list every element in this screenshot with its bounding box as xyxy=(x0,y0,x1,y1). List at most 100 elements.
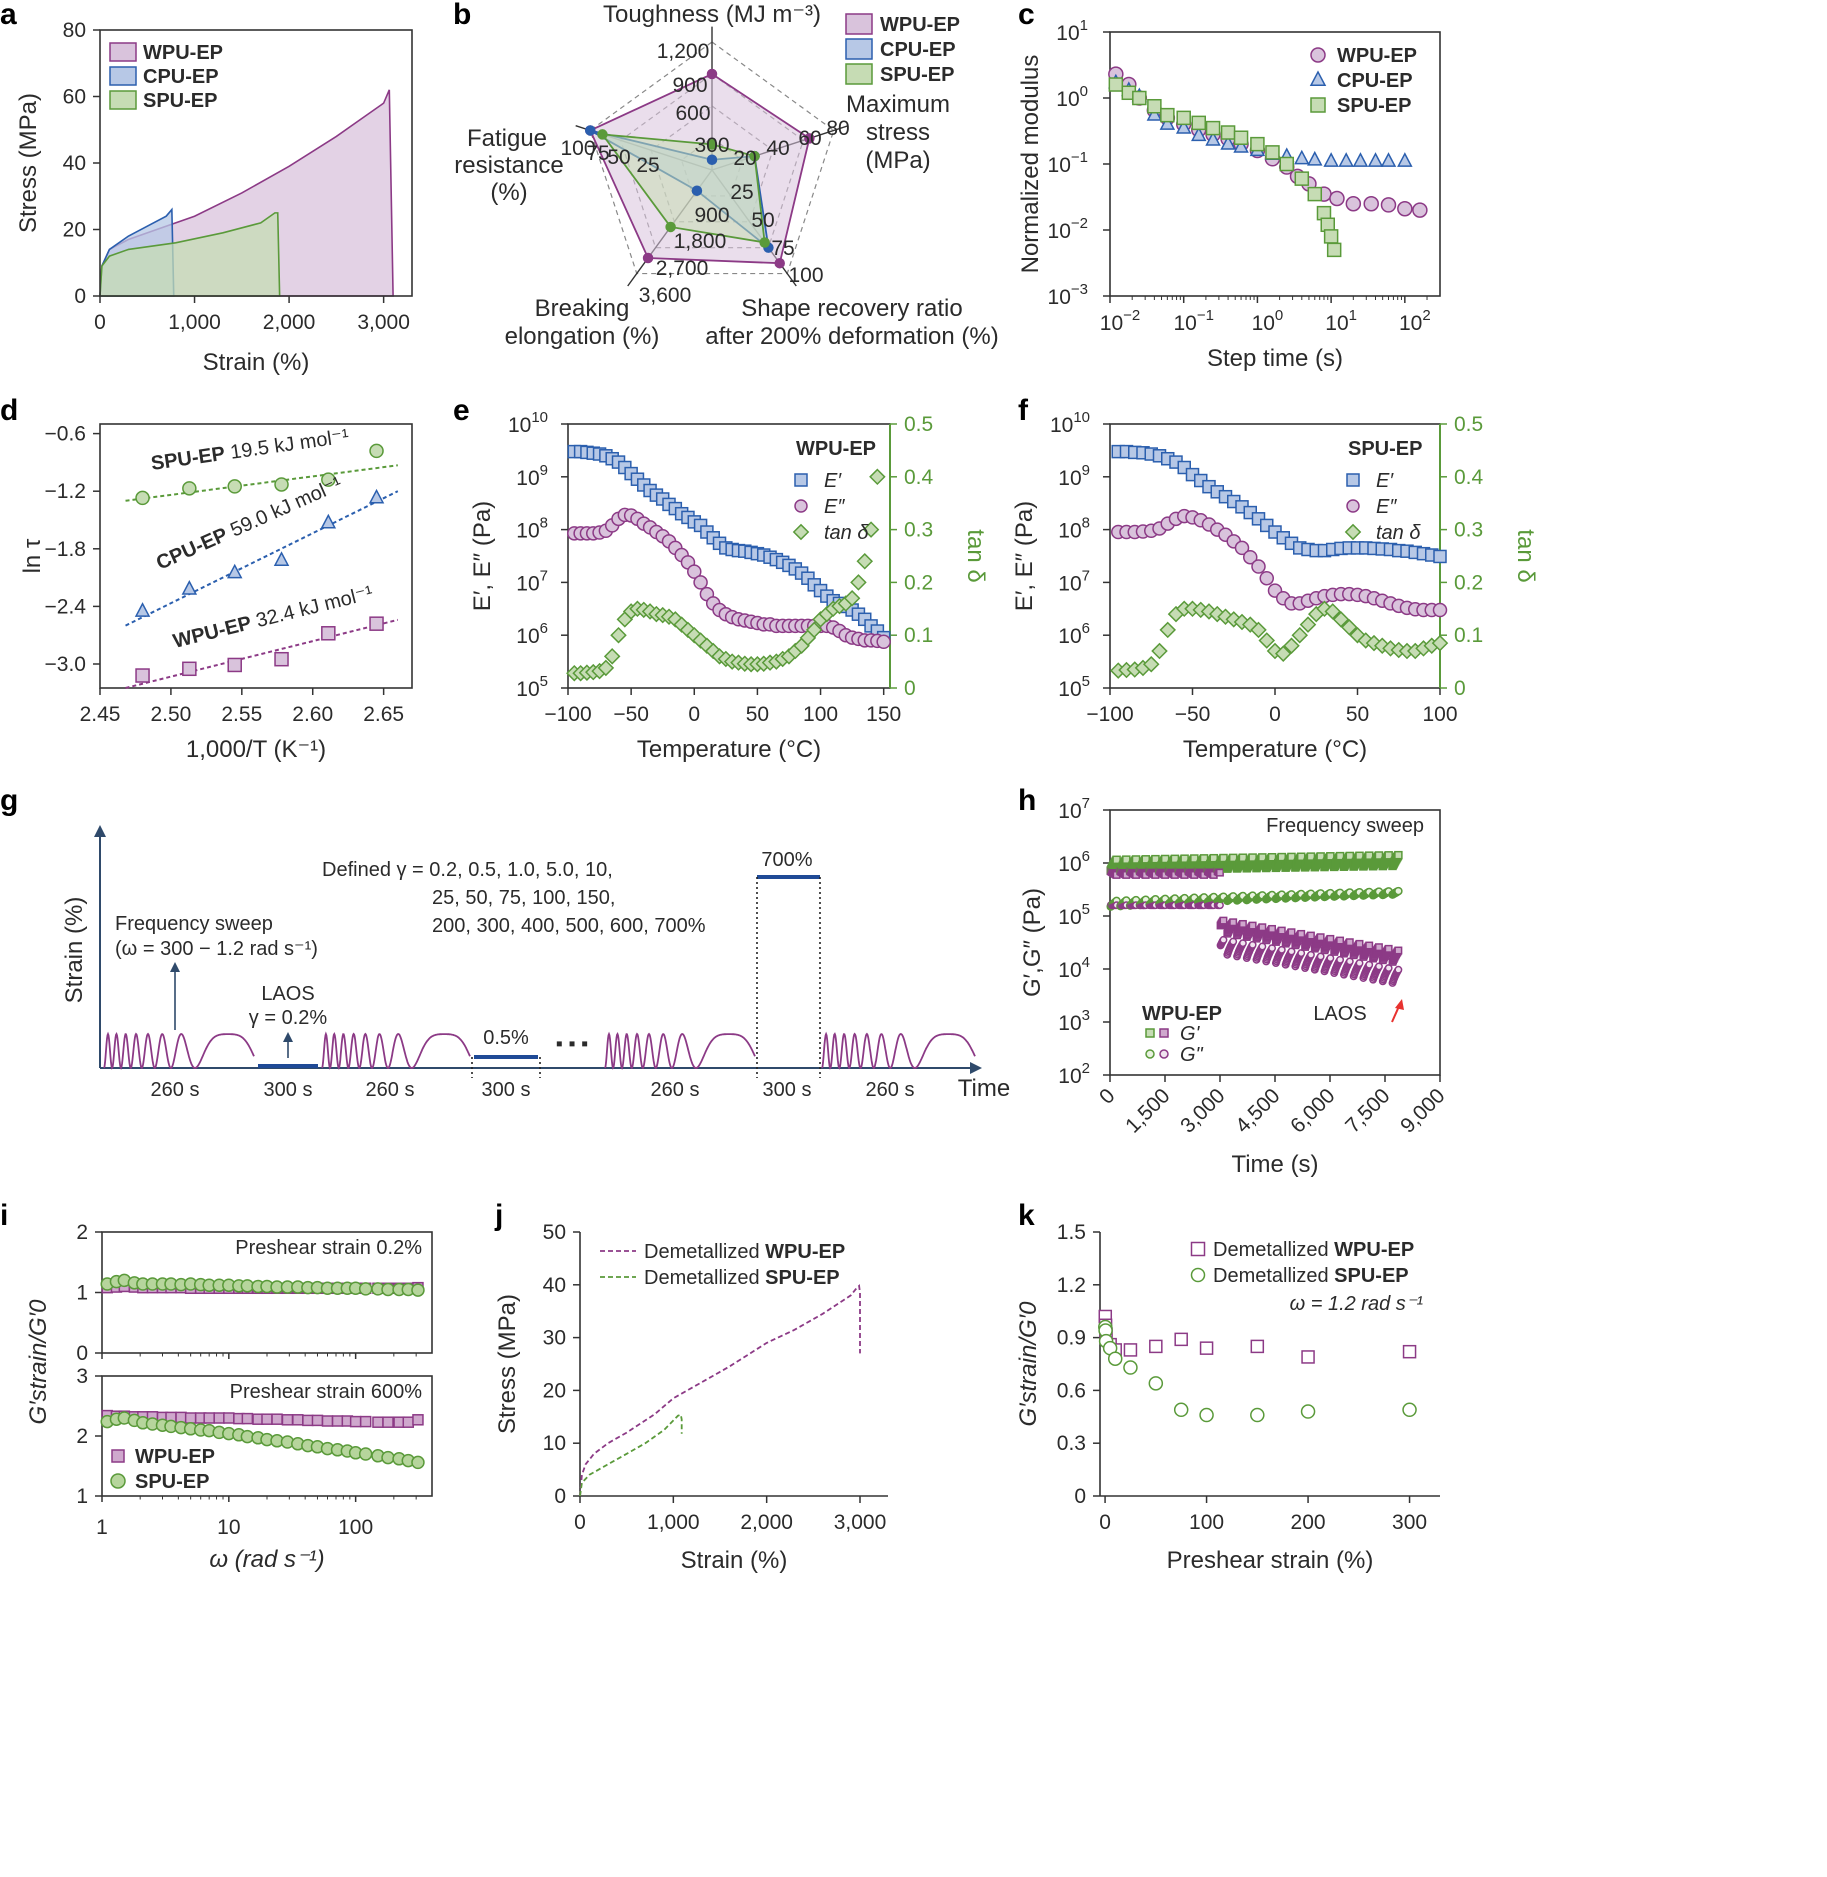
data-point xyxy=(1208,605,1226,623)
legend-marker xyxy=(1190,1267,1206,1283)
data-point-wpu xyxy=(1287,928,1296,937)
data-point xyxy=(869,468,886,486)
x-tick-label: 0 xyxy=(1099,1511,1111,1534)
legend-swatch xyxy=(845,38,873,60)
segment-duration: 300 s xyxy=(264,1079,313,1101)
data-point-g-double-prime xyxy=(1394,886,1403,896)
laos-arrowhead xyxy=(1395,999,1404,1010)
data-point-cpu-ep xyxy=(1338,152,1354,167)
y-tick-label: 0.3 xyxy=(1057,1432,1086,1455)
data-point xyxy=(856,553,874,570)
radar-axis-title: Toughness (MJ m⁻³) xyxy=(603,1,821,28)
segment-duration: 260 s xyxy=(366,1079,415,1101)
data-point xyxy=(687,564,702,579)
y2-tick-label: 0.4 xyxy=(1454,466,1484,489)
radar-point xyxy=(585,125,596,136)
segment-duration: 260 s xyxy=(651,1079,700,1101)
data-point-spu-ep xyxy=(227,479,242,494)
data-point-wpu xyxy=(1268,924,1277,933)
data-point-wpu-ep xyxy=(1412,202,1428,218)
y-tick-label: 10−2 xyxy=(1048,215,1088,243)
data-point xyxy=(1123,1343,1138,1357)
data-point-cpu-ep xyxy=(1146,106,1163,121)
x-tick-label: 0 xyxy=(574,1511,586,1534)
series-label: CPU-EP 59.0 kJ mol⁻¹ xyxy=(153,473,346,575)
y2-tick-label: 0.2 xyxy=(1454,571,1483,594)
data-point xyxy=(1259,570,1274,586)
y-tick-label: 10−1 xyxy=(1048,149,1088,177)
y-tick-label: 109 xyxy=(1058,462,1090,490)
data-point-spu-ep xyxy=(1160,107,1175,123)
data-point-cpu-ep xyxy=(1367,152,1384,167)
x-tick-label: 100 xyxy=(1252,307,1284,335)
legend-label: SPU-EP xyxy=(143,90,217,112)
data-point xyxy=(1291,626,1309,644)
y-tick-label: 0 xyxy=(1074,1485,1086,1508)
y2-tick-label: 0.3 xyxy=(904,519,933,542)
y-axis-label: Stress (MPa) xyxy=(494,1294,521,1434)
y2-tick-label: 0.3 xyxy=(1454,519,1483,542)
x-tick-label: 100 xyxy=(803,703,838,726)
radar-tick-label: 75 xyxy=(771,237,794,260)
legend-marker xyxy=(1159,1049,1169,1059)
x-tick-label: 6,000 xyxy=(1286,1084,1339,1137)
data-point-wpu xyxy=(321,1415,334,1427)
y2-tick-label: 0.2 xyxy=(904,571,933,594)
defined-gamma-text: 200, 300, 400, 500, 600, 700% xyxy=(432,915,706,937)
legend-label: SPU-EP xyxy=(1337,95,1411,117)
data-point xyxy=(1243,549,1258,565)
data-point-cpu-ep xyxy=(1397,152,1413,167)
data-point-wpu xyxy=(1216,868,1224,877)
x-tick-label: 1,500 xyxy=(1121,1084,1174,1137)
radar-point xyxy=(706,68,718,80)
data-point xyxy=(1151,642,1168,660)
data-point-spu-ep xyxy=(1191,115,1207,131)
data-point-wpu xyxy=(402,1416,415,1428)
time-axis-arrow xyxy=(970,1062,982,1074)
data-point-wpu xyxy=(1277,926,1286,935)
y-tick-label: 50 xyxy=(543,1221,566,1244)
panel-label-b: b xyxy=(453,0,471,31)
legend-label: WPU-EP xyxy=(135,1446,215,1468)
y2-tick-label: 0.4 xyxy=(904,466,934,489)
radar-axis-title: Fatigue xyxy=(467,125,547,152)
data-point-wpu-ep xyxy=(274,651,289,667)
data-point-cpu-ep xyxy=(1323,152,1339,167)
series-label: WPU-EP 32.4 kJ mol⁻¹ xyxy=(171,582,376,653)
radar-tick-label: 100 xyxy=(560,137,595,160)
radar-tick-label: 25 xyxy=(636,154,659,177)
data-point xyxy=(1250,621,1267,639)
x-axis-label: Temperature (°C) xyxy=(637,736,821,763)
subplot-title: Preshear strain 600% xyxy=(230,1381,423,1403)
segment-duration: 260 s xyxy=(866,1079,915,1101)
legend-marker xyxy=(111,1449,125,1463)
panel-label-c: c xyxy=(1018,0,1035,31)
annotation-laos: LAOS xyxy=(1313,1003,1366,1025)
data-point-cpu-ep xyxy=(1233,138,1249,153)
x-axis-label: Time xyxy=(958,1075,1010,1102)
data-point xyxy=(603,648,621,665)
legend-label: Demetallized WPU-EP xyxy=(1213,1239,1414,1261)
y2-tick-label: 0.5 xyxy=(1454,413,1483,436)
x-tick-label: 50 xyxy=(746,703,769,726)
data-point xyxy=(1173,1402,1189,1418)
x-tick-label: 2.50 xyxy=(150,703,191,726)
radar-tick-label: 300 xyxy=(694,134,729,157)
data-point xyxy=(1324,603,1342,620)
x-axis-label: 1,000/T (K⁻¹) xyxy=(186,736,326,763)
data-point-wpu-ep xyxy=(1363,195,1379,212)
data-point-cpu-ep xyxy=(226,563,243,579)
x-tick-label: 3,000 xyxy=(1176,1084,1229,1137)
x-tick-label: 3,000 xyxy=(834,1511,887,1534)
data-point xyxy=(1301,1350,1315,1364)
fit-line xyxy=(125,490,399,627)
data-point-cpu-ep xyxy=(134,602,151,617)
data-point-wpu xyxy=(1345,938,1354,947)
data-point-wpu xyxy=(1248,921,1257,930)
y-tick-label: 109 xyxy=(516,462,548,490)
radar-tick-label: 1,200 xyxy=(657,40,710,63)
x-tick-label: 150 xyxy=(866,703,901,726)
legend-label: Demetallized SPU-EP xyxy=(644,1267,840,1289)
y-tick-label: 1 xyxy=(76,1282,88,1305)
